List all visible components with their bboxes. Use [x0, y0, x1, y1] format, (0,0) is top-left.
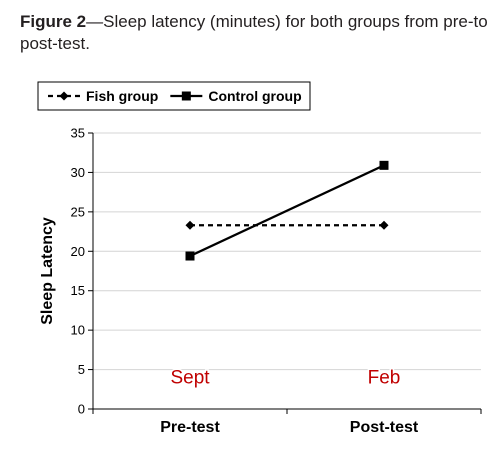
figure-label: Figure 2: [20, 12, 87, 31]
x-tick-label: Post-test: [350, 419, 419, 436]
x-tick-label: Pre-test: [160, 419, 220, 436]
data-point: [185, 220, 195, 230]
annotation-label: Sept: [170, 367, 210, 388]
y-tick-label: 0: [78, 402, 85, 417]
legend-label: Fish group: [86, 88, 158, 104]
legend-swatch-marker: [59, 91, 69, 101]
y-tick-label: 30: [71, 165, 85, 180]
legend-label: Control group: [208, 88, 301, 104]
legend: Fish group Control group: [37, 81, 311, 111]
y-tick-label: 5: [78, 362, 85, 377]
y-tick-label: 25: [71, 204, 85, 219]
figure-caption-text: —Sleep latency (minutes) for both groups…: [20, 12, 488, 53]
annotation-label: Feb: [368, 367, 401, 388]
legend-entry: Control group: [170, 88, 302, 104]
series-group: [185, 160, 389, 261]
series-fish-group: [185, 220, 389, 230]
y-tick-label: 20: [71, 244, 85, 259]
y-tick-label: 35: [71, 126, 85, 141]
figure-caption: Figure 2—Sleep latency (minutes) for bot…: [20, 11, 495, 55]
legend-swatch-marker: [181, 91, 191, 101]
legend-entry: Fish group: [48, 88, 158, 104]
series-line: [189, 164, 385, 258]
axes: 0 5 10 15 20 25 30 35 Pre-test Post-test Sleep Lat…: [39, 126, 482, 436]
gridlines: [93, 132, 481, 371]
y-tick-label: 15: [71, 283, 85, 298]
data-point: [379, 160, 389, 170]
y-axis-label: Sleep Latency: [39, 217, 56, 325]
annotations: Sept Feb: [169, 366, 402, 390]
data-point: [185, 251, 195, 261]
series-control-group: [185, 160, 389, 261]
data-point: [379, 220, 389, 230]
y-tick-label: 10: [71, 323, 85, 338]
